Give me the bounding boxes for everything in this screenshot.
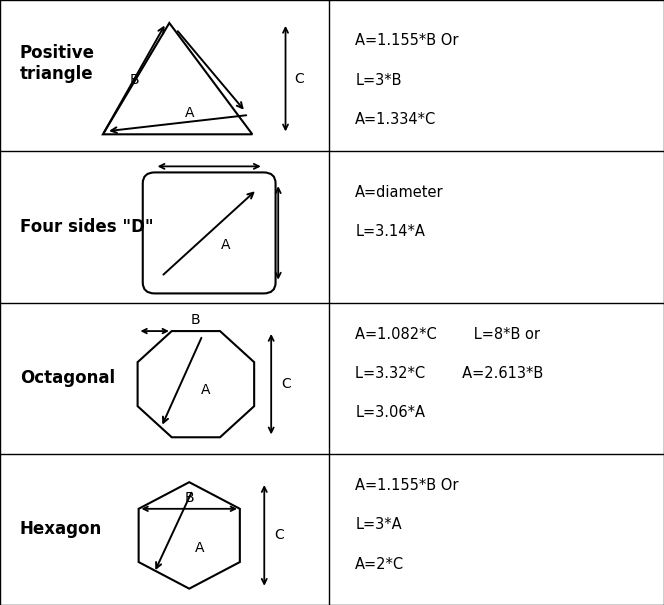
- Text: B: B: [129, 73, 139, 87]
- Text: A: A: [201, 383, 210, 397]
- Text: L=3*A: L=3*A: [355, 517, 402, 532]
- Text: Octagonal: Octagonal: [20, 369, 115, 387]
- FancyBboxPatch shape: [143, 172, 276, 293]
- Text: A=2*C: A=2*C: [355, 557, 404, 572]
- Text: Hexagon: Hexagon: [20, 520, 102, 538]
- Text: A=diameter: A=diameter: [355, 185, 444, 200]
- Text: Four sides "D": Four sides "D": [20, 218, 153, 236]
- Text: A=1.155*B Or: A=1.155*B Or: [355, 33, 459, 48]
- Text: Positive
triangle: Positive triangle: [20, 44, 95, 83]
- Text: L=3*B: L=3*B: [355, 73, 402, 88]
- Text: C: C: [281, 377, 291, 391]
- Text: A=1.082*C        L=8*B or: A=1.082*C L=8*B or: [355, 327, 540, 342]
- Text: A: A: [195, 540, 204, 555]
- Text: B: B: [185, 491, 194, 505]
- Text: A=1.334*C: A=1.334*C: [355, 112, 436, 127]
- Text: C: C: [294, 71, 303, 86]
- Text: C: C: [274, 528, 284, 543]
- Text: A: A: [221, 238, 230, 252]
- Text: A: A: [185, 106, 194, 120]
- Text: A=1.155*B Or: A=1.155*B Or: [355, 478, 459, 493]
- Text: L=3.14*A: L=3.14*A: [355, 224, 425, 239]
- Text: L=3.06*A: L=3.06*A: [355, 405, 425, 420]
- Text: L=3.32*C        A=2.613*B: L=3.32*C A=2.613*B: [355, 366, 544, 381]
- Text: B: B: [191, 313, 201, 327]
